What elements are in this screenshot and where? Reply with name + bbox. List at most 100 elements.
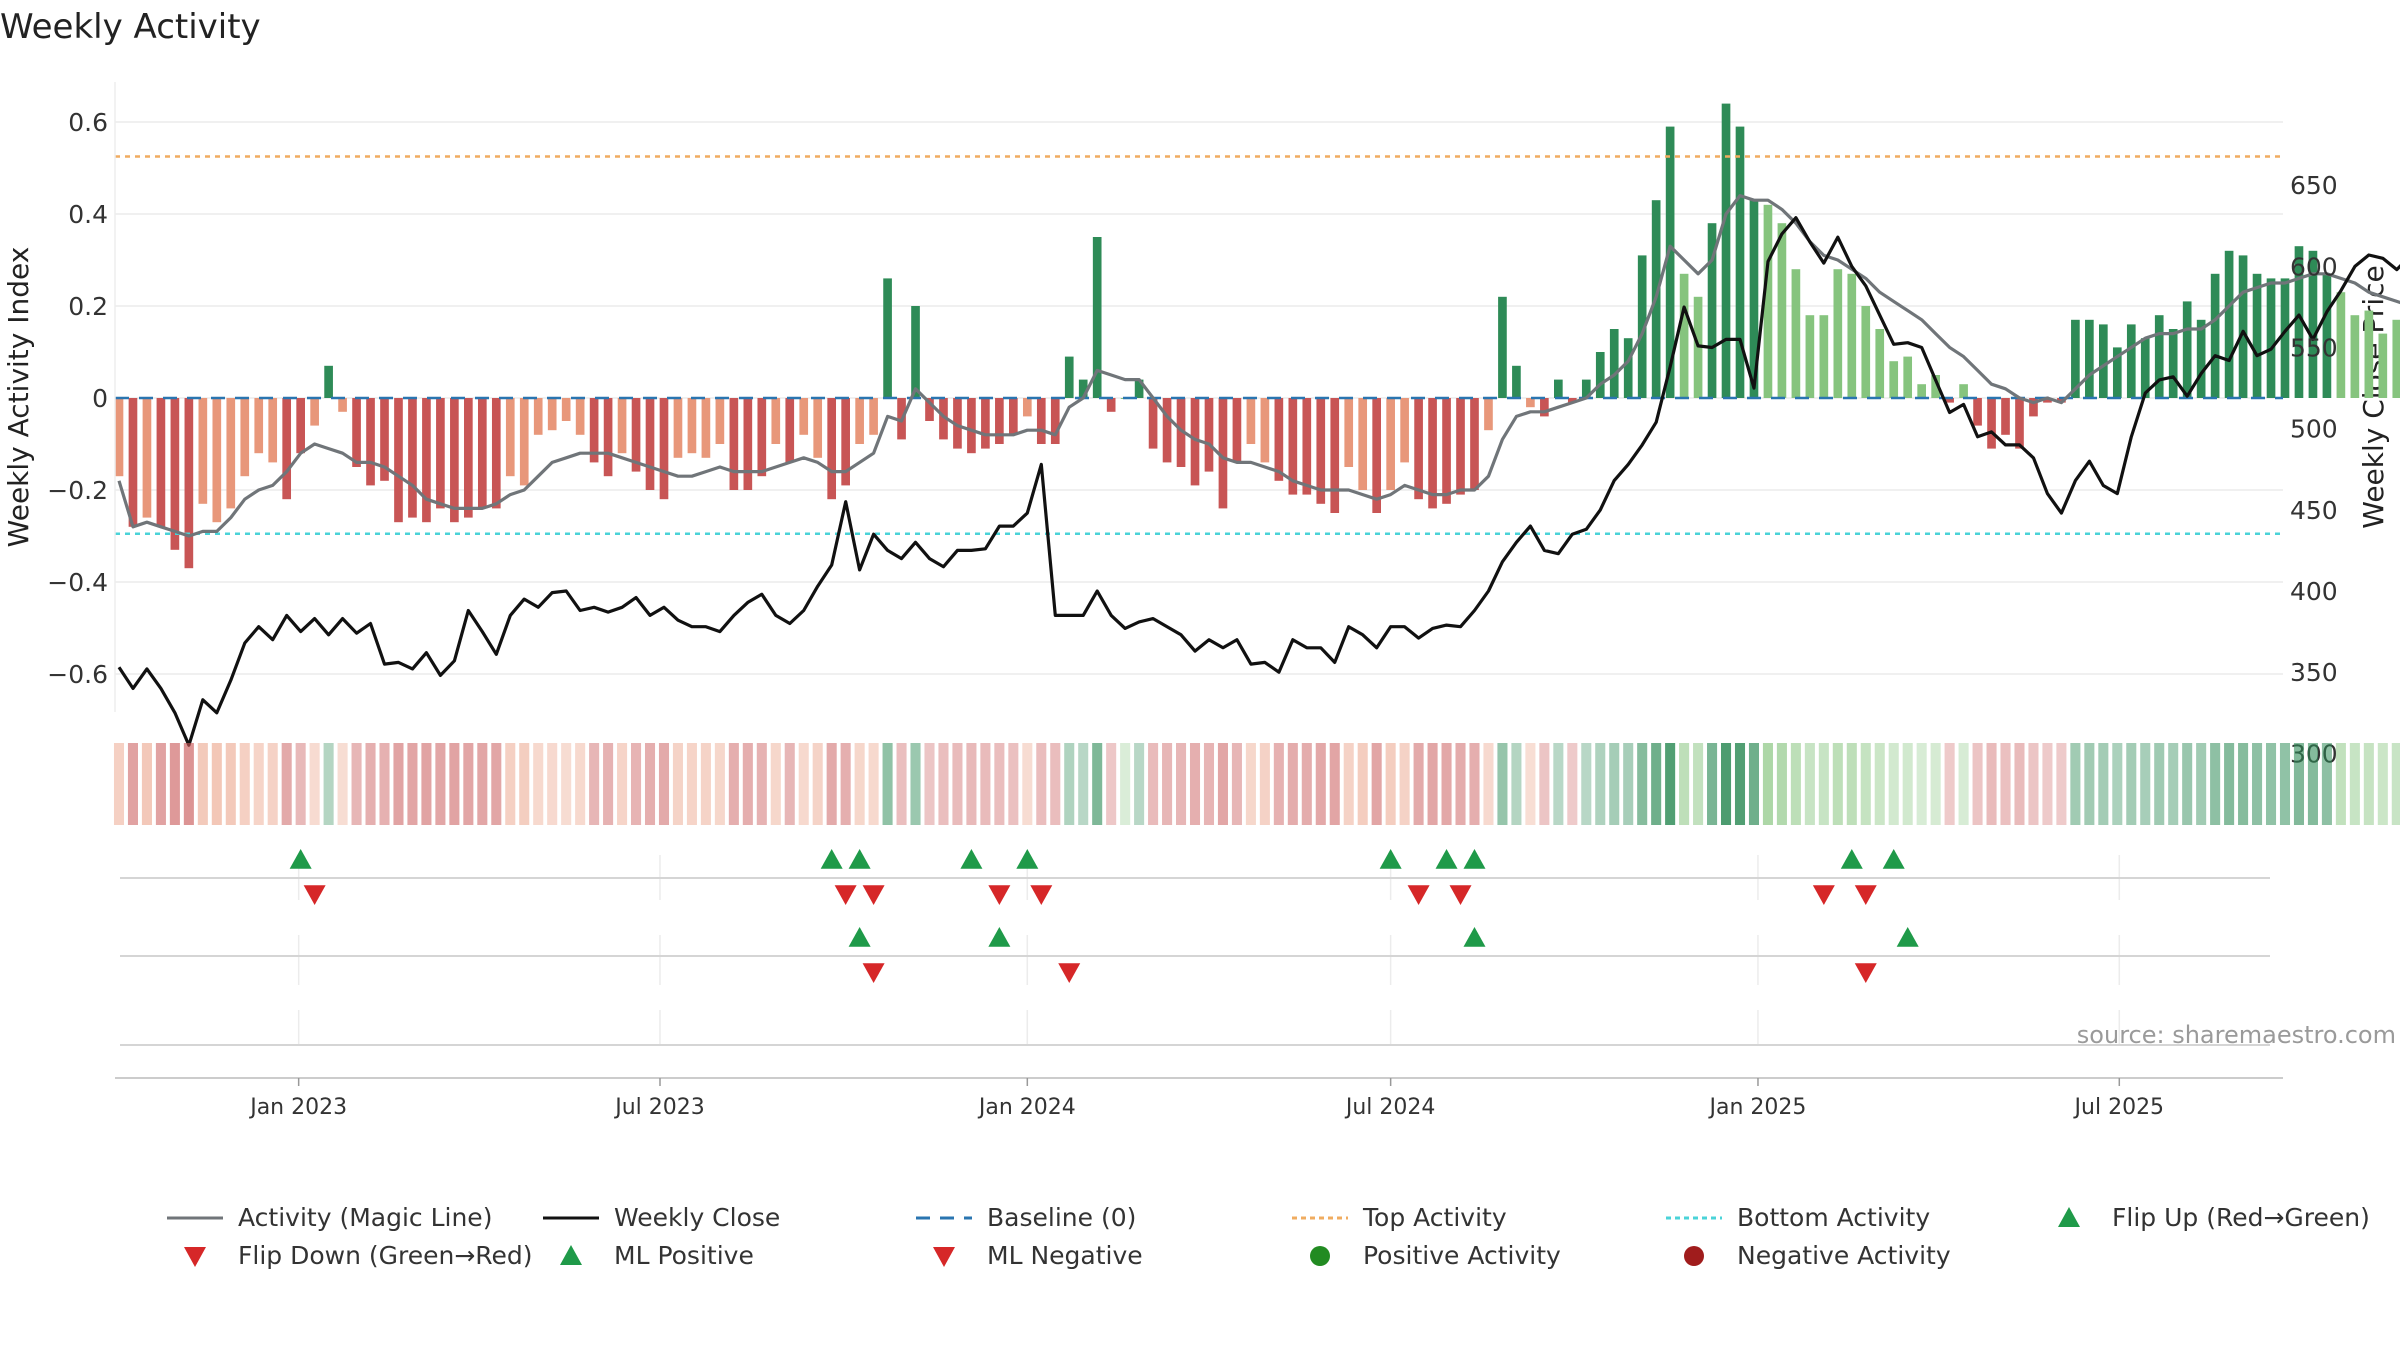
strip-cell: [812, 743, 823, 825]
activity-bar: [1595, 352, 1605, 398]
strip-cell: [1259, 743, 1270, 825]
flip-up-marker: [1016, 849, 1039, 869]
strip-cell: [1874, 743, 1885, 825]
strip-cell: [784, 743, 795, 825]
strip-cell: [770, 743, 781, 825]
activity-bar: [1819, 315, 1829, 398]
strip-cell: [631, 743, 642, 825]
strip-cell: [1203, 743, 1215, 825]
strip-cell: [644, 743, 656, 825]
activity-bar: [1554, 379, 1563, 398]
legend-swatch: [184, 1247, 206, 1267]
strip-cell: [1958, 743, 1969, 825]
strip-cell: [2000, 743, 2011, 825]
strip-cell: [1385, 743, 1396, 825]
activity-bar: [2322, 273, 2332, 398]
strip-cell: [756, 743, 767, 825]
strip-cell: [1078, 743, 1089, 825]
strip-cell: [2363, 743, 2374, 825]
strip-cell: [1567, 743, 1578, 825]
activity-bar: [2154, 315, 2164, 398]
activity-bar: [981, 398, 990, 449]
strip-cell: [1776, 743, 1787, 825]
legend-item-baseline: Baseline (0): [916, 1203, 1136, 1232]
activity-bar: [1777, 223, 1787, 398]
legend-label: Bottom Activity: [1737, 1203, 1930, 1232]
activity-bar: [2378, 333, 2388, 398]
activity-bar: [1735, 126, 1745, 398]
activity-bar: [2001, 398, 2010, 435]
y-tick-label: 0.4: [68, 200, 108, 229]
activity-bar: [491, 398, 501, 509]
activity-bar: [2280, 278, 2290, 398]
axes: −0.6−0.4−0.200.20.40.6300350400450500550…: [47, 82, 2338, 1120]
activity-bar: [408, 398, 417, 518]
strip-cell: [1665, 743, 1676, 825]
legend-item-top-activity: Top Activity: [1292, 1203, 1507, 1232]
strip-cell: [1539, 743, 1550, 825]
strip-cell: [533, 743, 544, 825]
activity-bar: [533, 398, 543, 435]
flip-down-marker: [1407, 885, 1430, 905]
strip-cell: [309, 743, 320, 825]
activity-bar: [1749, 200, 1759, 398]
strip-cell: [617, 743, 628, 825]
activity-bar: [1623, 338, 1633, 398]
flip-down-marker: [303, 885, 326, 905]
activity-bar: [1567, 398, 1577, 403]
y-tick-label: 0.6: [68, 108, 108, 137]
activity-bar: [2238, 255, 2248, 398]
activity-bar: [2364, 310, 2374, 398]
activity-bar: [1386, 398, 1395, 490]
activity-bar: [2057, 398, 2066, 403]
strip-cell: [2056, 743, 2067, 825]
activity-bar: [1022, 398, 1032, 417]
strip-cell: [1818, 743, 1829, 825]
strip-cell: [2210, 743, 2221, 825]
strip-cell: [1343, 743, 1354, 825]
strip-cell: [1679, 743, 1690, 825]
ml-negative-marker: [1854, 963, 1877, 983]
flip-down-marker: [988, 885, 1011, 905]
strip-cell: [910, 743, 921, 825]
strip-cell: [854, 743, 865, 825]
strip-cell: [561, 743, 572, 825]
activity-bar: [1707, 223, 1717, 398]
strip-cell: [2112, 743, 2123, 825]
activity-bar: [156, 398, 166, 527]
strip-cell: [2252, 743, 2263, 825]
ml-negative-marker: [862, 963, 885, 983]
strip-cell: [1176, 743, 1187, 825]
strip-cell: [1483, 743, 1494, 825]
strip-cell: [1972, 743, 1983, 825]
activity-bar: [2098, 324, 2108, 398]
activity-bar: [1372, 398, 1382, 513]
strip-cell: [2377, 743, 2388, 825]
strip-cell: [449, 743, 460, 825]
legend-label: Activity (Magic Line): [238, 1203, 492, 1232]
activity-bar: [128, 398, 138, 527]
activity-bar: [967, 398, 976, 454]
strip-cell: [2265, 743, 2277, 825]
strip-cell: [798, 743, 809, 825]
activity-bar: [198, 398, 208, 504]
strip-cell: [547, 743, 558, 825]
activity-bar: [1721, 103, 1731, 398]
strip-cell: [728, 743, 739, 825]
activity-bar: [883, 278, 892, 398]
strip-cell: [1050, 743, 1061, 825]
strip-cell: [491, 743, 502, 825]
reference-lines: [115, 155, 2283, 535]
legend-item-negative-activity: Negative Activity: [1684, 1241, 1951, 1270]
activity-bar: [659, 398, 669, 500]
strip-cell: [1134, 743, 1145, 825]
strip-cell: [2293, 743, 2305, 825]
strip-cell: [1441, 743, 1452, 825]
activity-bar: [771, 398, 781, 444]
activity-bar: [1526, 398, 1535, 408]
activity-bar: [603, 398, 613, 477]
strip-cell: [1301, 743, 1312, 825]
strip-cell: [1148, 743, 1159, 825]
x-tick-label: Jul 2023: [613, 1095, 705, 1120]
